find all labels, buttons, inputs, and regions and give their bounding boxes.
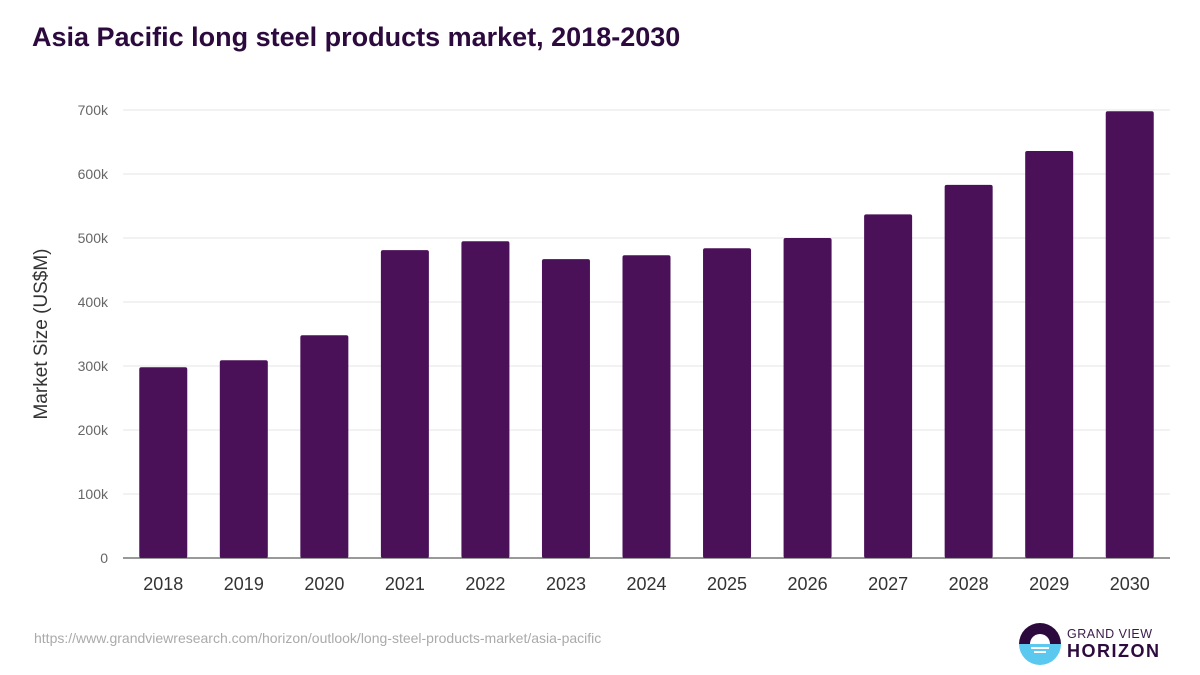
bar-2018	[139, 367, 188, 558]
y-axis-label: Market Size (US$M)	[31, 248, 52, 419]
logo-line2: HORIZON	[1067, 641, 1161, 661]
bar-2020	[300, 335, 349, 558]
y-tick-label: 700k	[78, 102, 109, 118]
bar-2030	[1105, 111, 1154, 558]
horizon-logo-icon	[1019, 623, 1061, 665]
x-tick-label: 2030	[1110, 574, 1150, 594]
x-tick-label: 2019	[224, 574, 264, 594]
bar-2026	[783, 238, 832, 558]
x-tick-label: 2029	[1029, 574, 1069, 594]
x-tick-label: 2023	[546, 574, 586, 594]
bar-chart: 0 100k 200k 300k 400k 500k 600k 700k 2018 2019 202…	[31, 102, 1170, 594]
bar-2025	[703, 248, 752, 559]
bar-2022	[461, 241, 510, 558]
y-tick-label: 0	[100, 550, 108, 566]
bar-2021	[380, 250, 429, 558]
y-tick-label: 300k	[78, 358, 109, 374]
x-tick-label: 2027	[868, 574, 908, 594]
grand-view-horizon-logo[interactable]: GRAND VIEW HORIZON	[1019, 623, 1169, 665]
source-url[interactable]: https://www.grandviewresearch.com/horizo…	[34, 630, 602, 646]
y-tick-label: 200k	[78, 422, 109, 438]
logo-line1: GRAND VIEW	[1067, 627, 1153, 641]
y-tick-label: 100k	[78, 486, 109, 502]
x-tick-label: 2022	[465, 574, 505, 594]
y-tick-label: 500k	[78, 230, 109, 246]
x-tick-label: 2021	[385, 574, 425, 594]
x-tick-label: 2024	[626, 574, 666, 594]
bar-2029	[1025, 150, 1074, 558]
bar-2028	[944, 184, 993, 558]
chart-title: Asia Pacific long steel products market,…	[32, 22, 681, 52]
bar-2023	[541, 259, 590, 558]
x-tick-label: 2026	[788, 574, 828, 594]
y-tick-label: 600k	[78, 166, 109, 182]
x-tick-label: 2025	[707, 574, 747, 594]
x-tick-label: 2028	[949, 574, 989, 594]
bar-2019	[219, 360, 268, 558]
x-tick-label: 2020	[304, 574, 344, 594]
x-tick-label: 2018	[143, 574, 183, 594]
bar-2027	[864, 214, 913, 558]
y-tick-label: 400k	[78, 294, 109, 310]
bar-2024	[622, 255, 671, 558]
